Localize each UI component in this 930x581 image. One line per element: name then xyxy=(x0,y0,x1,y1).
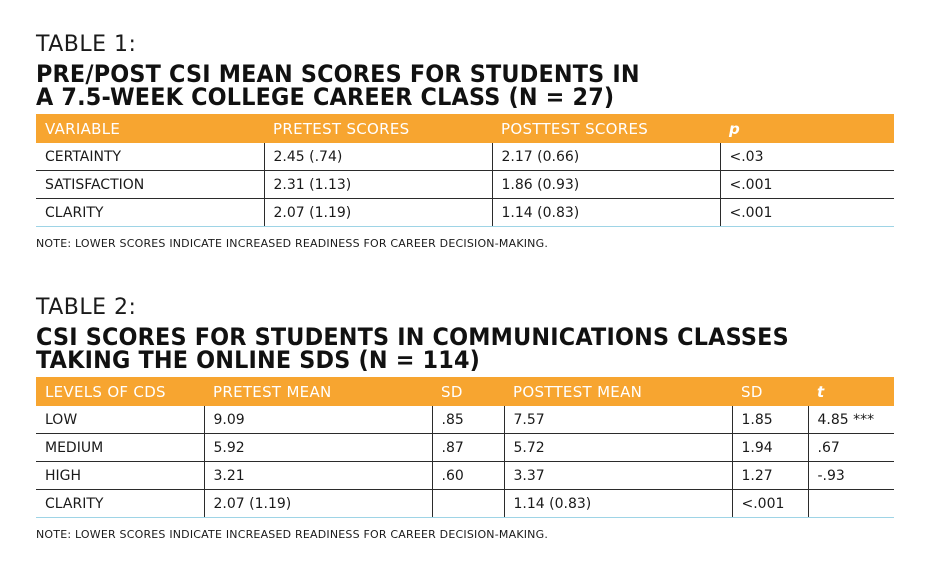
table-cell: -.93 xyxy=(807,461,894,490)
table-row: LOW 9.09 .85 7.57 1.85 4.85 *** xyxy=(36,406,894,434)
table-1: VARIABLE PRETEST SCORES POSTTEST SCORES … xyxy=(36,114,894,227)
table-row: HIGH 3.21 .60 3.37 1.27 -.93 xyxy=(36,461,894,490)
table-2-label: TABLE 2: xyxy=(36,295,137,320)
table-2-note: NOTE: LOWER SCORES INDICATE INCREASED RE… xyxy=(36,528,549,541)
table-row: CLARITY 2.07 (1.19) 1.14 (0.83) <.001 xyxy=(36,198,894,227)
table-cell xyxy=(431,489,504,518)
table-cell: CLARITY xyxy=(36,489,204,518)
table-1-section: TABLE 1: PRE/POST CSI MEAN SCORES FOR ST… xyxy=(36,33,894,250)
table-2-header-row: LEVELS OF CDS PRETEST MEAN SD POSTTEST M… xyxy=(36,377,894,406)
table-2-header-posttest-sd: SD xyxy=(732,377,808,406)
table-cell: 1.94 xyxy=(731,433,808,462)
table-1-header-p: p xyxy=(720,114,894,143)
table-cell: 2.17 (0.66) xyxy=(491,143,720,171)
table-cell: <.03 xyxy=(719,143,894,171)
table-1-header-row: VARIABLE PRETEST SCORES POSTTEST SCORES … xyxy=(36,114,894,143)
table-cell: 5.92 xyxy=(203,433,432,462)
table-2-title-line-1: CSI SCORES FOR STUDENTS IN COMMUNICATION… xyxy=(36,323,789,351)
table-cell: MEDIUM xyxy=(36,433,204,462)
table-cell: 1.27 xyxy=(731,461,808,490)
table-2-header-t: t xyxy=(808,377,894,406)
table-cell: 9.09 xyxy=(203,406,432,434)
table-cell: HIGH xyxy=(36,461,204,490)
table-1-title-line-2: A 7.5-WEEK COLLEGE CAREER CLASS (N = 27) xyxy=(36,83,615,111)
table-cell: 4.85 *** xyxy=(807,406,894,434)
table-cell: 1.14 (0.83) xyxy=(503,489,732,518)
table-cell: 1.85 xyxy=(731,406,808,434)
table-cell: 3.37 xyxy=(503,461,732,490)
table-1-header-pretest: PRETEST SCORES xyxy=(264,114,492,143)
table-2-header-pretest-mean: PRETEST MEAN xyxy=(204,377,432,406)
table-1-note: NOTE: LOWER SCORES INDICATE INCREASED RE… xyxy=(36,237,549,250)
table-row: CLARITY 2.07 (1.19) 1.14 (0.83) <.001 xyxy=(36,489,894,518)
table-cell: 2.31 (1.13) xyxy=(263,170,492,199)
table-cell: <.001 xyxy=(731,489,808,518)
table-cell: LOW xyxy=(36,406,204,434)
table-cell: <.001 xyxy=(719,170,894,199)
table-cell: .87 xyxy=(431,433,504,462)
table-cell: 1.14 (0.83) xyxy=(491,198,720,227)
table-cell: CERTAINTY xyxy=(36,143,264,171)
table-cell: 3.21 xyxy=(203,461,432,490)
table-cell: <.001 xyxy=(719,198,894,227)
table-cell: .85 xyxy=(431,406,504,434)
table-2-header-posttest-mean: POSTTEST MEAN xyxy=(504,377,732,406)
table-cell: 2.07 (1.19) xyxy=(263,198,492,227)
table-2-header-pretest-sd: SD xyxy=(432,377,504,406)
table-2-section: TABLE 2: CSI SCORES FOR STUDENTS IN COMM… xyxy=(36,296,894,541)
table-2-header-levels: LEVELS OF CDS xyxy=(36,377,204,406)
table-cell: 2.45 (.74) xyxy=(263,143,492,171)
table-1-title-line-1: PRE/POST CSI MEAN SCORES FOR STUDENTS IN xyxy=(36,60,640,88)
table-2: LEVELS OF CDS PRETEST MEAN SD POSTTEST M… xyxy=(36,377,894,518)
table-cell: 1.86 (0.93) xyxy=(491,170,720,199)
table-cell xyxy=(807,489,894,518)
table-cell: .67 xyxy=(807,433,894,462)
table-cell: 2.07 (1.19) xyxy=(203,489,432,518)
table-row: MEDIUM 5.92 .87 5.72 1.94 .67 xyxy=(36,433,894,462)
table-row: CERTAINTY 2.45 (.74) 2.17 (0.66) <.03 xyxy=(36,143,894,171)
table-cell: SATISFACTION xyxy=(36,170,264,199)
table-cell: CLARITY xyxy=(36,198,264,227)
table-cell: 7.57 xyxy=(503,406,732,434)
table-cell: 5.72 xyxy=(503,433,732,462)
table-2-title: CSI SCORES FOR STUDENTS IN COMMUNICATION… xyxy=(36,323,834,374)
table-1-label: TABLE 1: xyxy=(36,32,137,57)
table-1-header-posttest: POSTTEST SCORES xyxy=(492,114,720,143)
table-row: SATISFACTION 2.31 (1.13) 1.86 (0.93) <.0… xyxy=(36,170,894,199)
table-1-header-variable: VARIABLE xyxy=(36,114,264,143)
table-2-title-line-2: TAKING THE ONLINE SDS (N = 114) xyxy=(36,346,481,374)
table-1-title: PRE/POST CSI MEAN SCORES FOR STUDENTS IN… xyxy=(36,60,834,111)
table-cell: .60 xyxy=(431,461,504,490)
